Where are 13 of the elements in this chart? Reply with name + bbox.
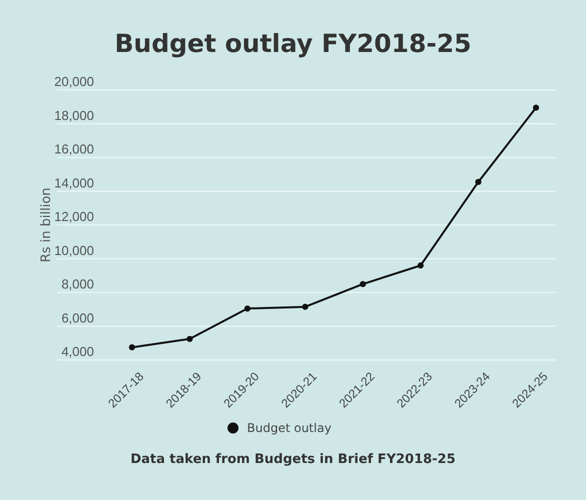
y-tick-label: 20,000 (54, 74, 94, 90)
y-tick-label: 10,000 (54, 242, 94, 258)
y-tick-label: 8,000 (61, 276, 94, 292)
chart-title: Budget outlay FY2018-25 (114, 29, 472, 58)
y-tick-label: 12,000 (54, 209, 94, 224)
legend-label: Budget outlay (247, 421, 332, 435)
y-tick-label: 14,000 (54, 175, 94, 190)
y-tick-label: 18,000 (54, 108, 94, 123)
y-tick-label: 4,000 (61, 344, 94, 360)
y-axis-title: Rs in billion (39, 188, 54, 262)
y-tick-label: 6,000 (61, 310, 94, 326)
text: Data taken from Budgets in Brief FY2018-25 (130, 452, 456, 467)
y-tick-label: 16,000 (54, 142, 94, 157)
